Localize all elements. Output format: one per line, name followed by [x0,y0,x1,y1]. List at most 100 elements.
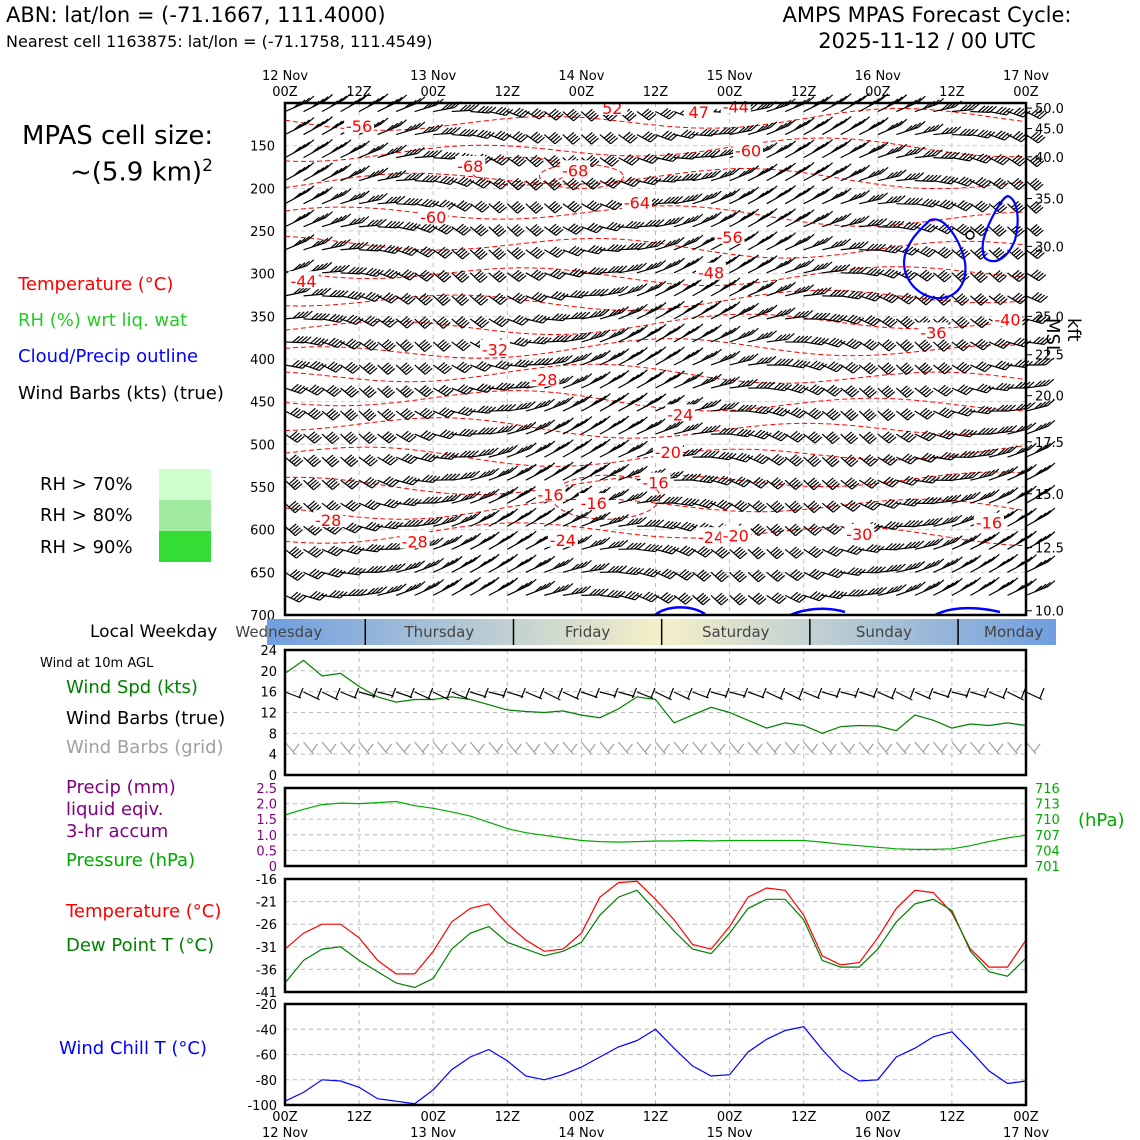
wind-barb-feather [960,342,969,350]
wind-barb-feather [867,588,875,595]
wind-barb-feather [826,523,835,530]
wind-barb-feather [1029,154,1038,162]
wind-barb-feather [422,343,431,351]
wind-barb-feather [793,311,801,319]
wind-barb-feather [754,429,763,437]
wind-chill-label: Wind Chill T (°C) [59,1038,207,1059]
wind-barb-feather [529,178,538,185]
wind-barb-feather [810,547,819,555]
wind-barb-feather [570,312,579,320]
wind-barb-feather [376,168,384,176]
wind-barb-feather [826,500,835,508]
wind-barb-feather [831,526,840,534]
wind-barb-feather [518,381,527,389]
wind-barb [303,456,315,468]
bottom-hour-label: 00Z [865,1110,891,1125]
wind-barb-feather [709,350,718,358]
wind-barb-feather [527,401,536,409]
wind-barb-feather [782,409,791,417]
wind-barb-feather [685,473,694,481]
wind-barb [914,387,927,398]
wind-barb-feather [460,538,468,546]
wind-barb-feather [939,199,948,207]
wind-barb-feather [941,273,950,281]
contour-label-bg [720,96,751,114]
wind-barb-feather [538,273,547,281]
wind-barb-feather [718,403,727,411]
wind-barb-feather [408,148,417,156]
wind-barb-feather [712,424,721,432]
wind-barb-feather [871,587,880,595]
wind-barb [1025,180,1037,191]
wind-barb-feather [820,141,829,149]
wind-barb-feather [452,473,461,481]
wind-barb [895,387,908,398]
sfc-wind-feather [316,687,323,699]
wind-barb-feather [402,317,411,325]
wind-barb [469,272,481,283]
wind-barb-feather [592,588,601,596]
wind-barb-feather [871,194,880,202]
wind-barb-feather [319,593,328,601]
wind-barb-feather [312,526,320,534]
wind-barb-feather [515,492,524,500]
wind-barb-feather [428,200,436,208]
wind-barb-feather [444,473,453,481]
wind-barb-feather [712,149,721,157]
wind-barb-feather [334,569,343,577]
wind-barb-feather [1032,336,1041,344]
wind-barb-feather [980,298,989,306]
wind-barb-feather [719,149,727,157]
wind-barb-feather [705,500,714,508]
wind-barb-feather [772,571,781,579]
wind-barb-feather [696,569,705,577]
wind-barb-feather [700,150,709,158]
wind-barb-feather [376,119,385,127]
wind-barb-feather [788,185,796,192]
contour-label-bg [683,102,714,120]
wind-barb [784,433,799,443]
wind-barb-feather [421,198,429,206]
wind-barb-feather [443,275,452,283]
wind-barb-feather [1034,446,1043,454]
wind-barb-feather [463,228,472,236]
sfc-wind-feather [724,687,730,699]
wind-barb-feather [999,298,1008,306]
contour-label-bg [733,140,764,158]
wind-barb-feather [654,545,663,552]
sfc-wind-barb [951,691,969,697]
wind-barb-feather [909,123,917,131]
wind-barb-feather [662,593,671,601]
wind-barb [1025,226,1037,237]
wind-barb-feather [536,229,544,237]
wind-barb-feather [404,411,413,419]
wind-barb [821,433,833,444]
wind-barb-feather [828,337,837,345]
wind-barb-feather [643,175,652,183]
wind-barb-feather [296,435,305,443]
wind-barb-feather [1045,358,1054,366]
grid-wind-feather [385,743,393,753]
wind-barb-feather [827,361,836,369]
wind-barb-feather [547,419,556,427]
panel-tick-label: -41 [256,986,277,1001]
wind-barb-feather [565,582,574,590]
wind-barb [432,295,444,306]
wind-barb-feather [450,515,458,523]
wind-barb-feather [1013,337,1022,345]
wind-barb-feather [742,330,751,338]
wind-barb-feather [626,112,635,120]
wind-barb [858,456,871,467]
wind-barb-feather [793,263,802,271]
wind-barb-feather [315,263,324,271]
wind-barb-feather [547,507,556,515]
wind-barb-feather [315,362,324,370]
wind-barb-feather [368,480,377,487]
wind-barb-feather [764,331,773,339]
wind-barb-feather [381,408,390,416]
wind-barb-feather [667,217,676,225]
wind-barb-feather [456,200,465,208]
wind-barb-feather [700,330,709,338]
wind-barb-feather [317,572,326,580]
wind-barb-feather [865,544,874,551]
